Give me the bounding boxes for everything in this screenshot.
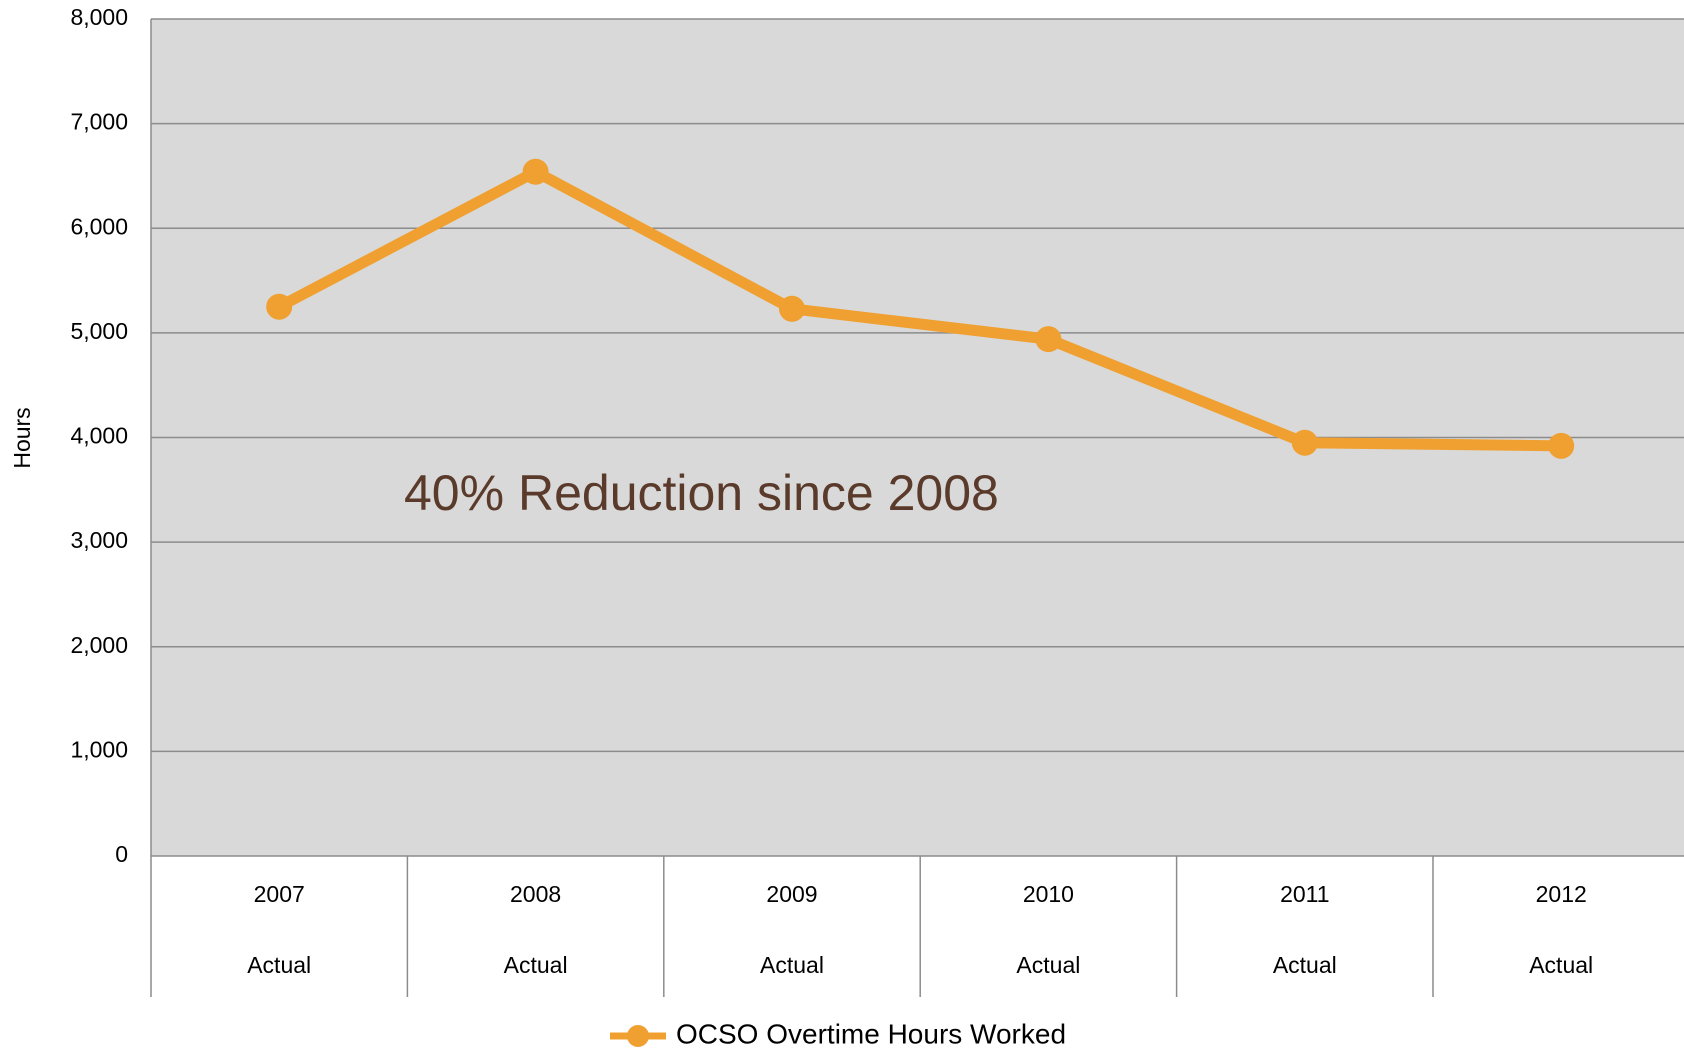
data-point	[1548, 432, 1575, 459]
y-tick-label: 4,000	[70, 423, 128, 449]
x-sub-label: Actual	[760, 952, 824, 978]
y-tick-label: 1,000	[70, 736, 128, 762]
data-point	[266, 293, 293, 320]
x-tick-label: 2012	[1536, 881, 1587, 907]
x-sub-label: Actual	[1016, 952, 1080, 978]
x-tick-label: 2008	[510, 881, 561, 907]
data-point	[779, 295, 805, 322]
x-sub-label: Actual	[1273, 952, 1337, 978]
legend-marker	[627, 1025, 649, 1047]
x-sub-label: Actual	[1529, 952, 1593, 978]
y-tick-label: 5,000	[70, 318, 128, 344]
y-tick-label: 2,000	[70, 632, 128, 658]
x-sub-label: Actual	[247, 952, 311, 978]
series-line	[276, 166, 1562, 452]
data-point	[1291, 429, 1318, 456]
x-sub-label: Actual	[504, 952, 568, 978]
data-point	[1035, 326, 1062, 353]
x-tick-label: 2010	[1023, 881, 1074, 907]
x-tick-label: 2009	[766, 881, 817, 907]
data-point	[522, 158, 549, 185]
legend-label: OCSO Overtime Hours Worked	[676, 1018, 1066, 1049]
y-tick-label: 8,000	[70, 4, 128, 30]
y-axis-label: Hours	[9, 407, 35, 468]
y-tick-label: 7,000	[70, 109, 128, 135]
x-tick-label: 2011	[1280, 881, 1329, 907]
annotation: 40% Reduction since 2008	[404, 465, 999, 521]
y-tick-label: 6,000	[70, 213, 128, 239]
y-tick-label: 0	[115, 841, 128, 867]
x-tick-label: 2007	[254, 881, 305, 907]
y-tick-label: 3,000	[70, 527, 128, 553]
